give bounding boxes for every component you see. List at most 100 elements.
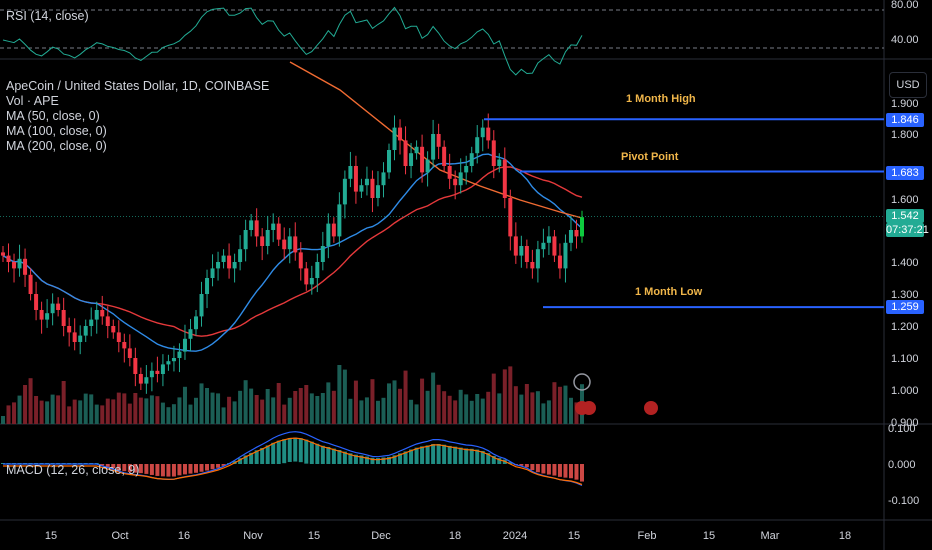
currency-button[interactable]: USD [889, 72, 927, 98]
volume-bar [271, 397, 276, 424]
macd-histogram-bar [116, 464, 121, 470]
volume-bar [28, 378, 33, 424]
macd-tick-label: 0.100 [888, 423, 916, 435]
candle-body [166, 361, 171, 365]
candle-body [205, 278, 210, 294]
candle-body [348, 166, 353, 179]
price-tick-label: 0.900 [891, 417, 919, 429]
candle-body [210, 268, 215, 278]
candle-body [116, 332, 121, 342]
macd-histogram-bar [387, 456, 391, 464]
candle-body [144, 377, 149, 384]
indicator-ma50[interactable]: MA (50, close, 0) [6, 109, 100, 123]
volume-bar [469, 400, 474, 424]
candle-body [304, 268, 309, 285]
macd-label: MACD (12, 26, close, 9) [6, 463, 140, 477]
candle-body [453, 178, 458, 186]
price-tick-label: 1.600 [891, 194, 919, 206]
candle-body [83, 326, 88, 336]
candle-body [171, 358, 176, 362]
macd-histogram-bar [508, 462, 513, 464]
candle-body [34, 294, 39, 310]
indicator-ma100[interactable]: MA (100, close, 0) [6, 124, 107, 138]
volume-bar [447, 395, 452, 424]
symbol-title[interactable]: ApeCoin / United States Dollar, 1D, COIN… [6, 79, 270, 93]
candle-body [403, 140, 408, 166]
candle-body [160, 364, 165, 374]
time-axis-label: 15 [308, 530, 320, 542]
candle-body [486, 127, 491, 141]
time-axis-label: 15 [568, 530, 580, 542]
volume-bar [116, 392, 121, 424]
macd-line [3, 431, 583, 487]
macd-histogram-bar [557, 464, 562, 477]
macd-histogram-bar [238, 458, 243, 464]
volume-bar [453, 400, 458, 424]
macd-histogram-bar [563, 464, 568, 478]
macd-histogram-bar [304, 439, 309, 464]
volume-bar [39, 400, 44, 424]
macd-histogram-bar [353, 454, 358, 464]
volume-bar [552, 382, 557, 424]
macd-histogram-bar [111, 464, 116, 469]
volume-bar [513, 386, 518, 424]
volume-bar [425, 390, 430, 424]
macd-histogram-bar [309, 441, 314, 464]
macd-histogram-bar [149, 464, 154, 475]
volume-bar [276, 383, 281, 424]
macd-histogram-bar [546, 464, 551, 475]
volume-bar [381, 397, 386, 424]
macd-histogram-bar [414, 447, 419, 464]
volume-bar [83, 393, 88, 424]
volume-bar [12, 402, 17, 424]
volume-bar [111, 399, 116, 424]
candle-body [254, 220, 259, 237]
macd-histogram-bar [254, 450, 259, 464]
indicator-ma200[interactable]: MA (200, close, 0) [6, 139, 107, 153]
candle-body [370, 178, 375, 198]
chart-legend: ApeCoin / United States Dollar, 1D, COIN… [6, 79, 269, 154]
macd-histogram-bar [122, 464, 127, 472]
macd-histogram-bar [392, 455, 397, 464]
macd-histogram-bar [337, 450, 342, 464]
candle-body [100, 310, 105, 317]
macd-histogram-bar [221, 464, 226, 466]
macd-histogram-bar [442, 444, 447, 464]
us-flag-event-icon [582, 401, 596, 415]
macd-histogram-bar [398, 453, 403, 464]
candle-body [67, 326, 72, 333]
volume-bar [420, 378, 425, 424]
macd-histogram-bar [194, 464, 198, 473]
tag-pivot: 1.683 [886, 166, 924, 180]
candle-body [431, 134, 436, 160]
candle-body [563, 242, 568, 269]
candle-body [480, 127, 485, 138]
macd-histogram-bar [243, 455, 248, 464]
candle-body [414, 146, 419, 154]
tag-countdown: 07:37:21 [886, 223, 929, 237]
volume-bar [205, 388, 210, 424]
candle-body [497, 159, 502, 166]
volume-bar [568, 397, 573, 424]
volume-bar [94, 404, 99, 424]
candle-body [238, 249, 243, 262]
macd-histogram-bar [453, 446, 458, 464]
volume-bar [475, 394, 480, 424]
volume-bar [166, 407, 171, 424]
indicator-volume[interactable]: Vol · APE [6, 94, 59, 108]
volume-bar [530, 392, 535, 424]
macd-histogram-bar [381, 457, 386, 464]
macd-histogram-bar [171, 464, 176, 477]
candle-body [442, 146, 447, 166]
volume-bar [442, 391, 447, 424]
macd-histogram-bar [359, 455, 364, 464]
macd-histogram-bar [216, 464, 221, 468]
time-axis-label: Feb [638, 530, 657, 542]
volume-bar [149, 395, 154, 424]
event-lightning-icon [573, 373, 591, 391]
volume-bar [364, 397, 369, 424]
volume-bar [370, 379, 375, 424]
candle-body [199, 294, 204, 317]
candle-body [45, 313, 50, 320]
